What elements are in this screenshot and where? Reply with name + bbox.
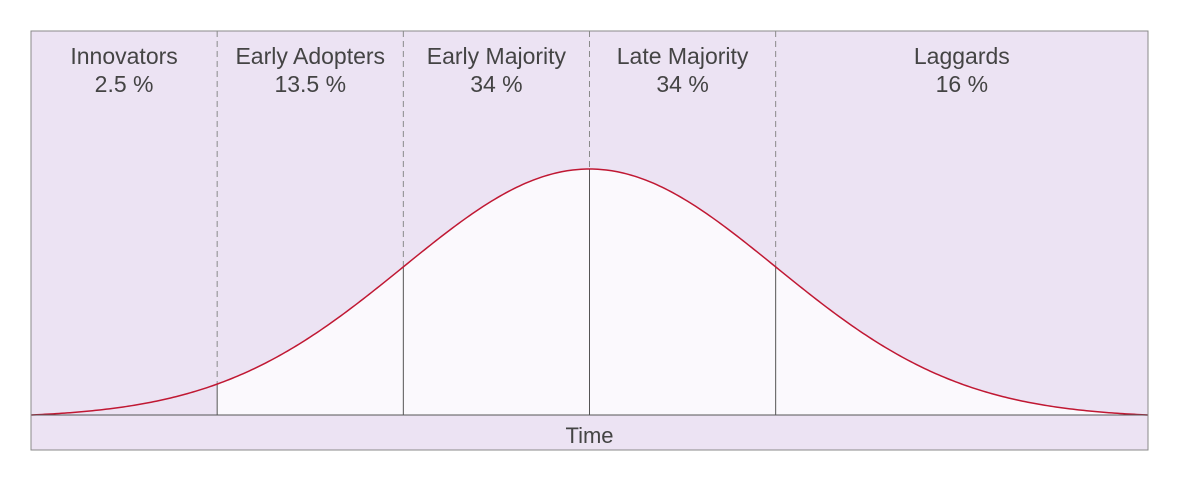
- segment-percent-label: 2.5 %: [95, 71, 154, 97]
- segment-percent-label: 34 %: [656, 71, 708, 97]
- x-axis-label: Time: [565, 423, 613, 448]
- distribution-curve: [30, 168, 1149, 416]
- segment-dividers: [216, 31, 777, 415]
- segment-name-label: Innovators: [70, 43, 177, 69]
- segment-percent-label: 13.5 %: [274, 71, 346, 97]
- segment-name-label: Early Adopters: [235, 43, 385, 69]
- segment-name-label: Late Majority: [617, 43, 749, 69]
- segment-name-label: Laggards: [914, 43, 1010, 69]
- segment-percent-label: 16 %: [936, 71, 988, 97]
- segment-name-label: Early Majority: [427, 43, 567, 69]
- chart-frame: [30, 30, 1149, 451]
- segment-percent-label: 34 %: [470, 71, 522, 97]
